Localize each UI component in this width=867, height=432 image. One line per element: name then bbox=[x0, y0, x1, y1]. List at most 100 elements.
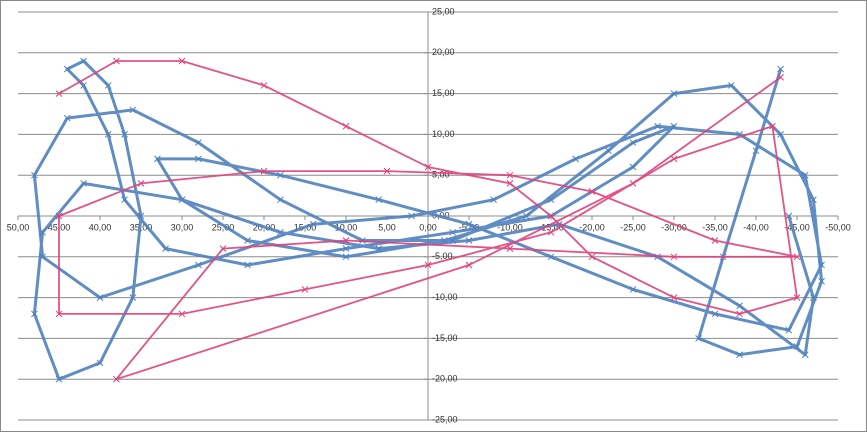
point-marker bbox=[80, 82, 87, 89]
point-marker bbox=[629, 180, 637, 187]
y-tick-label: 10,00 bbox=[432, 129, 455, 139]
point-marker bbox=[547, 196, 555, 204]
point-marker bbox=[711, 237, 719, 244]
x-tick-label: 40,00 bbox=[89, 222, 112, 232]
point-marker bbox=[342, 237, 350, 244]
point-marker bbox=[137, 180, 145, 187]
point-marker bbox=[810, 294, 817, 301]
point-marker bbox=[670, 294, 678, 301]
x-tick-label: -10,00 bbox=[497, 222, 523, 232]
point-marker bbox=[736, 310, 743, 318]
point-marker bbox=[104, 131, 112, 138]
point-marker bbox=[777, 131, 784, 138]
point-marker bbox=[810, 196, 817, 204]
point-marker bbox=[309, 220, 317, 228]
point-marker bbox=[465, 237, 473, 244]
x-tick-label: -35,00 bbox=[702, 222, 728, 232]
point-marker bbox=[195, 139, 202, 146]
point-marker bbox=[301, 286, 309, 293]
point-marker bbox=[424, 261, 432, 269]
point-marker bbox=[465, 220, 473, 228]
point-marker bbox=[547, 228, 555, 236]
point-marker bbox=[769, 122, 776, 130]
point-marker bbox=[793, 343, 801, 350]
y-tick-label: 25,00 bbox=[432, 6, 455, 16]
point-marker bbox=[736, 302, 743, 310]
point-marker bbox=[39, 253, 46, 261]
point-marker bbox=[441, 237, 448, 244]
point-marker bbox=[728, 82, 735, 89]
point-marker bbox=[506, 245, 514, 252]
point-marker bbox=[162, 245, 169, 252]
point-marker bbox=[654, 122, 661, 130]
point-marker bbox=[154, 155, 161, 163]
point-marker bbox=[629, 286, 637, 293]
point-marker bbox=[752, 147, 760, 155]
point-marker bbox=[260, 167, 268, 175]
point-marker bbox=[785, 212, 793, 220]
x-tick-label: -20,00 bbox=[579, 222, 605, 232]
x-tick-label: 0,00 bbox=[419, 222, 437, 232]
x-tick-label: -40,00 bbox=[743, 222, 769, 232]
point-marker bbox=[605, 147, 612, 155]
y-tick-label: 20,00 bbox=[432, 47, 455, 57]
x-tick-label: 10,00 bbox=[335, 222, 358, 232]
x-tick-label: -45,00 bbox=[784, 222, 810, 232]
point-marker bbox=[588, 253, 596, 261]
point-marker bbox=[277, 171, 284, 179]
point-marker bbox=[375, 196, 383, 204]
y-tick-label: -25,00 bbox=[432, 414, 458, 424]
point-marker bbox=[711, 310, 719, 318]
point-marker bbox=[342, 122, 350, 130]
point-marker bbox=[80, 57, 87, 65]
point-marker bbox=[736, 351, 743, 359]
point-marker bbox=[96, 294, 104, 301]
x-tick-label: 5,00 bbox=[378, 222, 396, 232]
point-marker bbox=[31, 310, 38, 318]
point-marker bbox=[55, 90, 63, 97]
point-marker bbox=[818, 261, 825, 269]
point-marker bbox=[129, 106, 137, 114]
x-tick-label: -5,00 bbox=[459, 222, 480, 232]
point-marker bbox=[449, 228, 456, 236]
point-marker bbox=[178, 310, 186, 318]
point-marker bbox=[547, 253, 555, 261]
point-marker bbox=[113, 375, 120, 383]
point-marker bbox=[670, 253, 678, 261]
point-marker bbox=[375, 245, 383, 252]
point-marker bbox=[424, 163, 432, 171]
x-tick-label: 30,00 bbox=[171, 222, 194, 232]
point-marker bbox=[31, 171, 38, 179]
point-marker bbox=[277, 228, 284, 236]
point-marker bbox=[629, 139, 637, 146]
point-marker bbox=[219, 245, 227, 252]
point-marker bbox=[244, 237, 251, 244]
x-tick-label: -50,00 bbox=[825, 222, 851, 232]
point-marker bbox=[113, 57, 120, 65]
point-marker bbox=[801, 171, 809, 179]
point-marker bbox=[506, 171, 514, 179]
x-tick-label: 50,00 bbox=[7, 222, 30, 232]
point-marker bbox=[39, 228, 46, 236]
point-marker bbox=[785, 326, 793, 334]
y-tick-label: -5,00 bbox=[432, 251, 453, 261]
point-marker bbox=[506, 180, 514, 187]
point-marker bbox=[55, 310, 63, 318]
x-tick-label: -25,00 bbox=[620, 222, 646, 232]
point-marker bbox=[777, 65, 784, 73]
point-marker bbox=[670, 155, 678, 163]
point-marker bbox=[260, 82, 268, 89]
point-marker bbox=[342, 245, 350, 252]
point-marker bbox=[465, 261, 473, 269]
point-marker bbox=[55, 375, 63, 383]
point-marker bbox=[129, 294, 137, 301]
point-marker bbox=[63, 114, 71, 122]
y-tick-label: -20,00 bbox=[432, 374, 458, 384]
point-marker bbox=[588, 188, 596, 195]
point-marker bbox=[104, 82, 112, 89]
point-marker bbox=[408, 212, 415, 220]
point-marker bbox=[801, 351, 809, 359]
point-marker bbox=[277, 196, 284, 204]
point-marker bbox=[449, 237, 456, 244]
